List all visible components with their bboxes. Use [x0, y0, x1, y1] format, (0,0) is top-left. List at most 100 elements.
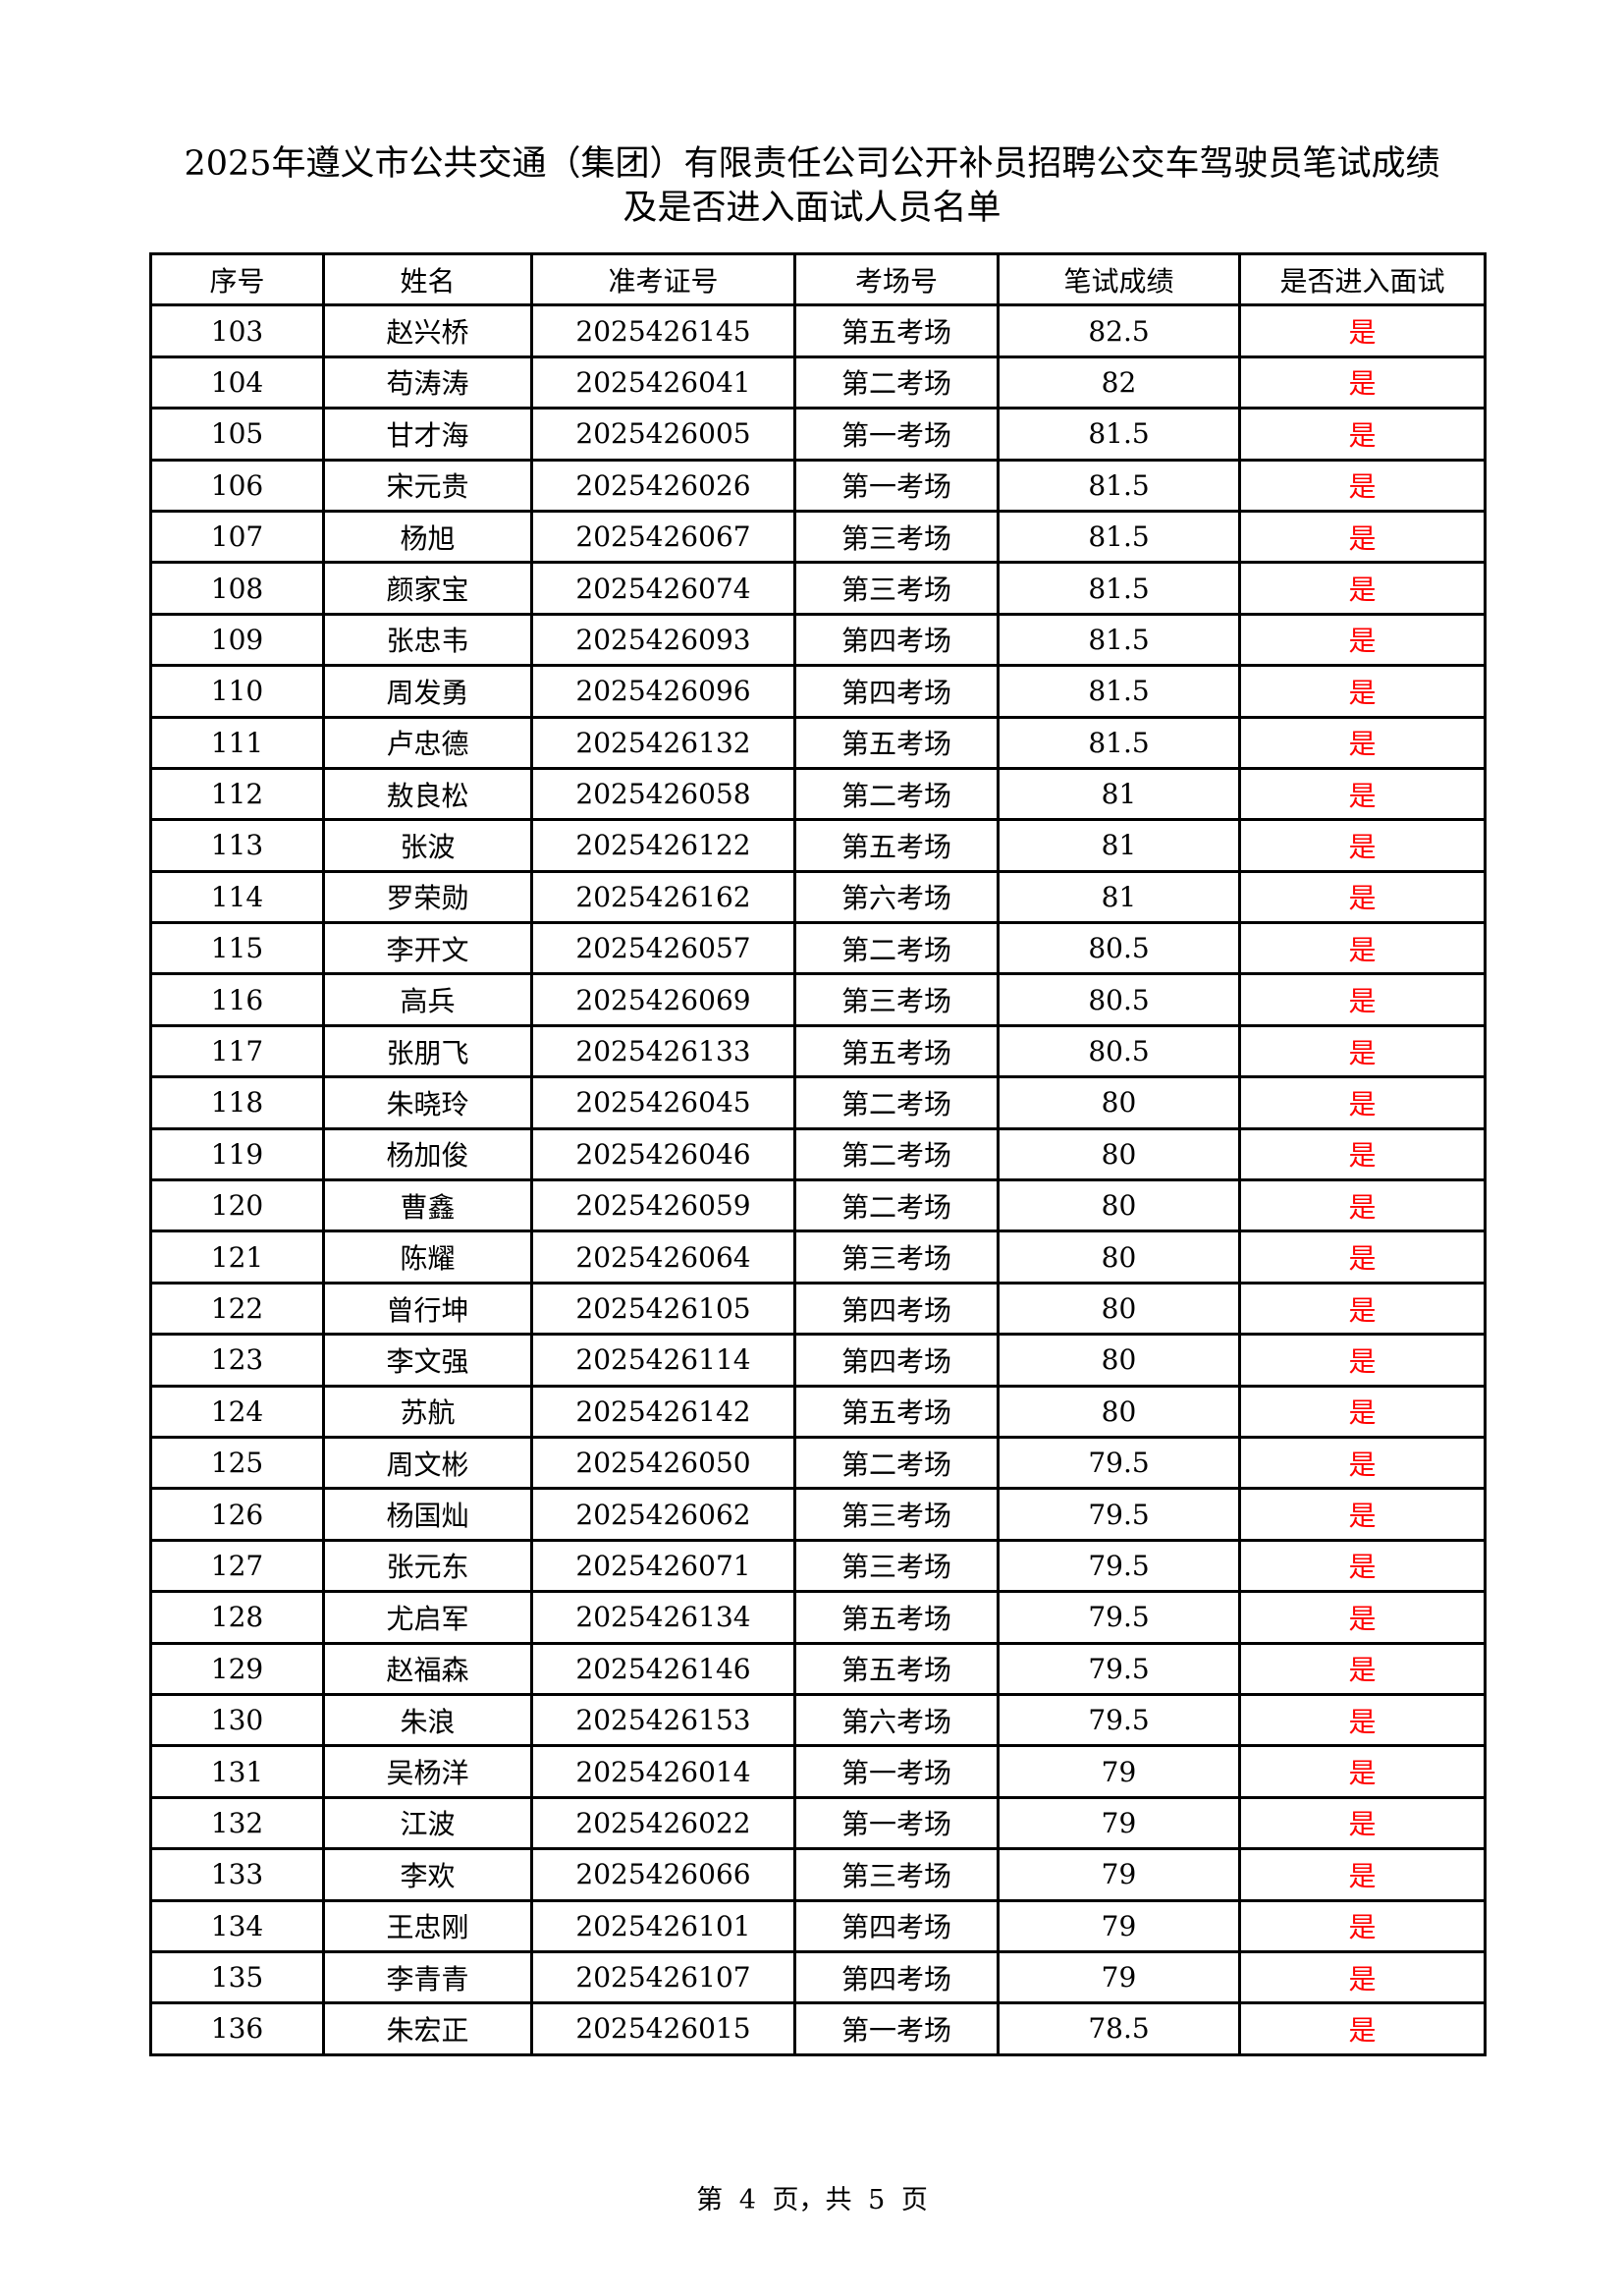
cell-ticket-no: 2025426134 — [530, 1590, 796, 1645]
cell-interview: 是 — [1238, 1230, 1487, 1285]
cell-exam-room: 第四考场 — [793, 1898, 1000, 1953]
cell-ticket-no: 2025426045 — [530, 1075, 796, 1130]
cell-exam-room: 第一考场 — [793, 1795, 1000, 1851]
cell-seq: 128 — [149, 1590, 325, 1645]
table-row: 132 江波 2025426022 第一考场 79 是 — [149, 1795, 1487, 1851]
table-row: 103 赵兴桥 2025426145 第五考场 82.5 是 — [149, 303, 1487, 358]
cell-score: 80.5 — [997, 921, 1241, 976]
cell-exam-room: 第五考场 — [793, 1641, 1000, 1696]
cell-interview: 是 — [1238, 2001, 1487, 2056]
cell-ticket-no: 2025426005 — [530, 407, 796, 462]
cell-ticket-no: 2025426067 — [530, 509, 796, 565]
cell-exam-room: 第三考场 — [793, 1538, 1000, 1594]
cell-name: 赵兴桥 — [322, 303, 533, 358]
cell-exam-room: 第四考场 — [793, 1949, 1000, 2005]
cell-name: 杨加俊 — [322, 1126, 533, 1182]
cell-exam-room: 第一考场 — [793, 407, 1000, 462]
cell-interview: 是 — [1238, 1023, 1487, 1079]
cell-score: 80 — [997, 1075, 1241, 1130]
cell-interview: 是 — [1238, 869, 1487, 925]
cell-exam-room: 第三考场 — [793, 509, 1000, 565]
cell-interview: 是 — [1238, 1795, 1487, 1851]
cell-score: 81.5 — [997, 509, 1241, 565]
cell-seq: 107 — [149, 509, 325, 565]
cell-interview: 是 — [1238, 921, 1487, 976]
header-name: 姓名 — [322, 251, 533, 307]
table-row: 117 张朋飞 2025426133 第五考场 80.5 是 — [149, 1023, 1487, 1079]
cell-name: 高兵 — [322, 972, 533, 1027]
cell-ticket-no: 2025426093 — [530, 612, 796, 668]
cell-score: 81.5 — [997, 407, 1241, 462]
cell-seq: 108 — [149, 561, 325, 616]
cell-ticket-no: 2025426015 — [530, 2001, 796, 2056]
cell-ticket-no: 2025426074 — [530, 561, 796, 616]
cell-score: 78.5 — [997, 2001, 1241, 2056]
table-row: 111 卢忠德 2025426132 第五考场 81.5 是 — [149, 715, 1487, 770]
cell-ticket-no: 2025426069 — [530, 972, 796, 1027]
cell-ticket-no: 2025426133 — [530, 1023, 796, 1079]
cell-ticket-no: 2025426057 — [530, 921, 796, 976]
cell-ticket-no: 2025426107 — [530, 1949, 796, 2005]
table-row: 105 甘才海 2025426005 第一考场 81.5 是 — [149, 407, 1487, 462]
cell-exam-room: 第五考场 — [793, 1023, 1000, 1079]
cell-score: 81.5 — [997, 561, 1241, 616]
cell-name: 曹鑫 — [322, 1178, 533, 1233]
table-row: 126 杨国灿 2025426062 第三考场 79.5 是 — [149, 1487, 1487, 1542]
cell-seq: 103 — [149, 303, 325, 358]
cell-exam-room: 第二考场 — [793, 1435, 1000, 1491]
cell-score: 81.5 — [997, 458, 1241, 513]
cell-exam-room: 第二考场 — [793, 921, 1000, 976]
cell-score: 79.5 — [997, 1538, 1241, 1594]
table-row: 129 赵福森 2025426146 第五考场 79.5 是 — [149, 1641, 1487, 1696]
table-row: 136 朱宏正 2025426015 第一考场 78.5 是 — [149, 2001, 1487, 2056]
cell-interview: 是 — [1238, 818, 1487, 873]
cell-interview: 是 — [1238, 1384, 1487, 1439]
cell-ticket-no: 2025426142 — [530, 1384, 796, 1439]
cell-exam-room: 第四考场 — [793, 1333, 1000, 1388]
cell-name: 敖良松 — [322, 766, 533, 822]
cell-exam-room: 第五考场 — [793, 303, 1000, 358]
cell-score: 79 — [997, 1744, 1241, 1799]
cell-interview: 是 — [1238, 355, 1487, 410]
cell-interview: 是 — [1238, 303, 1487, 358]
table-row: 125 周文彬 2025426050 第二考场 79.5 是 — [149, 1435, 1487, 1491]
cell-seq: 111 — [149, 715, 325, 770]
cell-interview: 是 — [1238, 1898, 1487, 1953]
cell-name: 张波 — [322, 818, 533, 873]
cell-interview: 是 — [1238, 1178, 1487, 1233]
cell-seq: 104 — [149, 355, 325, 410]
cell-ticket-no: 2025426041 — [530, 355, 796, 410]
cell-name: 甘才海 — [322, 407, 533, 462]
cell-name: 曾行坤 — [322, 1281, 533, 1337]
cell-exam-room: 第一考场 — [793, 1744, 1000, 1799]
table-row: 133 李欢 2025426066 第三考场 79 是 — [149, 1847, 1487, 1902]
cell-score: 79.5 — [997, 1641, 1241, 1696]
cell-interview: 是 — [1238, 1333, 1487, 1388]
cell-score: 80 — [997, 1384, 1241, 1439]
document-title-line1: 2025年遵义市公共交通（集团）有限责任公司公开补员招聘公交车驾驶员笔试成绩 — [184, 144, 1440, 184]
table-row: 112 敖良松 2025426058 第二考场 81 是 — [149, 766, 1487, 822]
cell-score: 79 — [997, 1898, 1241, 1953]
table-row: 118 朱晓玲 2025426045 第二考场 80 是 — [149, 1075, 1487, 1130]
cell-score: 82.5 — [997, 303, 1241, 358]
cell-score: 81 — [997, 766, 1241, 822]
cell-name: 张元东 — [322, 1538, 533, 1594]
cell-name: 张朋飞 — [322, 1023, 533, 1079]
cell-exam-room: 第五考场 — [793, 1590, 1000, 1645]
cell-exam-room: 第三考场 — [793, 1230, 1000, 1285]
cell-seq: 127 — [149, 1538, 325, 1594]
cell-interview: 是 — [1238, 1126, 1487, 1182]
document-title-line2: 及是否进入面试人员名单 — [623, 189, 1001, 228]
cell-interview: 是 — [1238, 766, 1487, 822]
cell-exam-room: 第四考场 — [793, 1281, 1000, 1337]
cell-name: 朱浪 — [322, 1692, 533, 1748]
cell-exam-room: 第五考场 — [793, 818, 1000, 873]
cell-interview: 是 — [1238, 972, 1487, 1027]
cell-score: 80 — [997, 1333, 1241, 1388]
cell-name: 李欢 — [322, 1847, 533, 1902]
cell-seq: 112 — [149, 766, 325, 822]
cell-seq: 123 — [149, 1333, 325, 1388]
table-row: 113 张波 2025426122 第五考场 81 是 — [149, 818, 1487, 873]
cell-interview: 是 — [1238, 561, 1487, 616]
cell-seq: 121 — [149, 1230, 325, 1285]
